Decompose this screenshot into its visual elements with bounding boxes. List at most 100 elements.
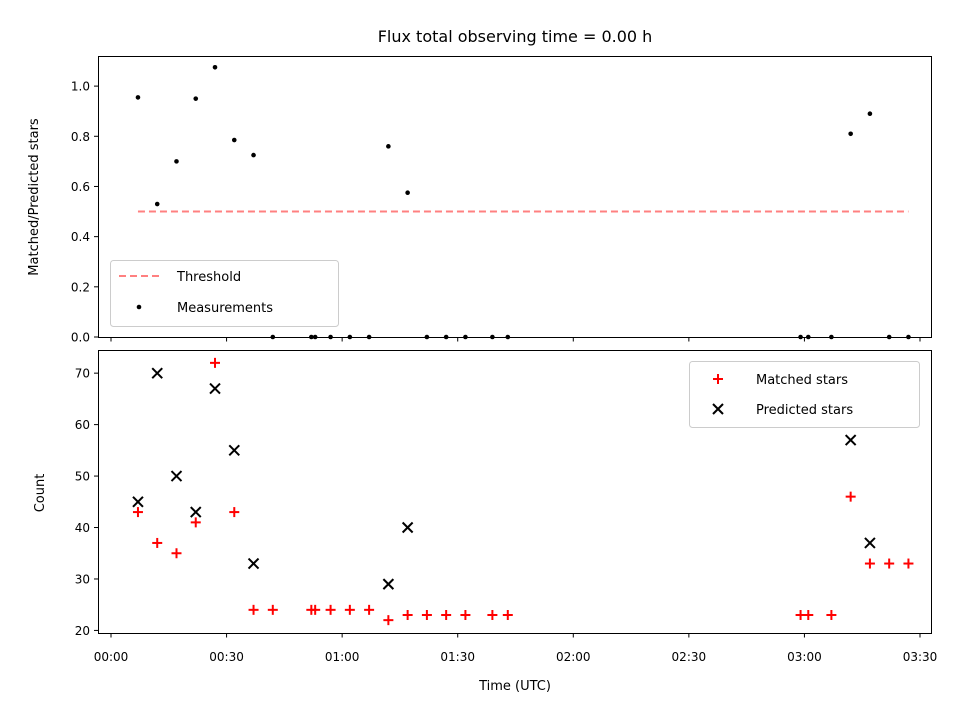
measurement-point [867, 111, 873, 117]
matched-point [171, 548, 182, 559]
matched-point [421, 609, 432, 620]
top-y-tick-label: 1.0 [71, 80, 90, 94]
top-y-tick-label: 0.2 [71, 280, 90, 294]
predicted-point-b [228, 444, 240, 457]
matched-point [441, 609, 452, 620]
legend-matched-swatch [713, 374, 723, 384]
legend-measurements-label: Measurements [177, 301, 273, 316]
legend-matched-label: Matched stars [756, 373, 848, 388]
predicted-point [209, 382, 221, 395]
predicted-point-b [209, 382, 221, 395]
predicted-point-b [151, 367, 163, 379]
matched-point [402, 609, 413, 620]
bottom-y-tick-label: 30 [75, 572, 90, 586]
predicted-point-b [864, 537, 876, 549]
matched-point [803, 609, 814, 620]
predicted-point-b [844, 434, 857, 446]
predicted-point [382, 578, 395, 590]
matched-point [864, 558, 875, 569]
matched-point [845, 491, 856, 502]
predicted-point-b [382, 578, 395, 590]
predicted-point-b [247, 557, 260, 570]
top-x-axis [110, 337, 921, 342]
predicted-point [844, 434, 857, 446]
x-tick-label: 01:00 [325, 650, 360, 664]
bottom-y-tick-label: 40 [75, 521, 90, 535]
predicted-point [170, 470, 183, 482]
matched-point [132, 507, 143, 518]
matched-point [210, 357, 221, 368]
legend-measurements-swatch [136, 304, 142, 310]
bottom-axes-frame [98, 350, 932, 634]
bottom-legend-box [689, 361, 920, 428]
legend-predicted-marker-b [712, 403, 724, 415]
top-panel: Flux total observing time = 0.00 h 0.00.… [27, 27, 932, 345]
predicted-point-b [132, 496, 144, 508]
top-y-tick-label: 0.6 [71, 180, 90, 194]
top-plot-area [135, 64, 911, 340]
measurement-point [848, 131, 853, 137]
top-y-axis: 0.0 0.2 0.4 0.6 0.8 1.0 [71, 80, 99, 345]
predicted-point-b [190, 506, 202, 518]
bottom-y-axis: 20 30 40 50 60 70 [75, 367, 99, 638]
matched-point [190, 517, 201, 528]
matched-point [248, 604, 259, 615]
measurement-point [386, 144, 391, 149]
bottom-x-axis: 00:00 00:30 01:00 01:30 02:00 02:30 03:00 03:30 [94, 633, 938, 664]
measurement-point [135, 95, 141, 100]
matched-point [325, 604, 336, 615]
matched-point [344, 604, 355, 615]
predicted-point [151, 367, 163, 379]
x-tick-label: 00:00 [94, 650, 129, 664]
x-tick-label: 01:30 [440, 650, 475, 664]
x-tick-label: 03:00 [787, 650, 822, 664]
bottom-y-axis-label: Count [33, 474, 48, 513]
matched-point [884, 558, 895, 569]
top-legend-box [110, 260, 339, 327]
top-y-tick-label: 0.8 [71, 130, 90, 144]
predicted-point [228, 444, 240, 457]
x-tick-label: 00:30 [209, 650, 244, 664]
predicted-point-b [401, 521, 414, 534]
matched-point [502, 609, 513, 620]
bottom-y-tick-label: 20 [75, 624, 90, 638]
measurement-point [251, 152, 256, 158]
bottom-y-tick-label: 70 [75, 367, 90, 381]
bottom-y-tick-label: 60 [75, 418, 90, 432]
measurement-point [231, 137, 237, 143]
matched-point [903, 558, 914, 569]
legend-predicted-marker [712, 403, 724, 415]
bottom-panel: 20 30 40 50 60 70 00:00 00:30 01:00 01:30 02:00 02… [33, 350, 938, 694]
predicted-point [132, 496, 144, 508]
predicted-point-b [170, 470, 183, 482]
matched-point [229, 507, 240, 518]
measurement-point [405, 190, 410, 196]
top-y-tick-label: 0.4 [71, 230, 90, 244]
measurement-point [193, 96, 199, 101]
top-axes-frame [98, 56, 932, 338]
top-chart-title: Flux total observing time = 0.00 h [378, 27, 653, 46]
measurement-point [174, 159, 179, 164]
bottom-y-tick-label: 50 [75, 470, 90, 484]
legend-predicted-swatch [712, 403, 724, 415]
matched-point [487, 609, 498, 620]
top-legend: Threshold Measurements [110, 260, 339, 327]
legend-threshold-label: Threshold [176, 270, 241, 285]
matched-point [460, 609, 471, 620]
x-tick-label: 02:00 [556, 650, 591, 664]
bottom-plot-area [132, 357, 914, 626]
predicted-point [190, 506, 202, 518]
matched-point [826, 609, 837, 620]
measurement-point [154, 201, 160, 207]
x-tick-label: 03:30 [903, 650, 938, 664]
top-y-axis-label: Matched/Predicted stars [27, 118, 42, 276]
matched-point [267, 604, 278, 615]
matched-point [310, 604, 321, 615]
predicted-point [864, 537, 876, 549]
bottom-legend: Matched stars Predicted stars [689, 361, 920, 428]
matched-point [383, 615, 394, 626]
matched-point [152, 537, 163, 548]
x-tick-label: 02:30 [672, 650, 707, 664]
top-y-tick-label: 0.0 [71, 331, 90, 345]
